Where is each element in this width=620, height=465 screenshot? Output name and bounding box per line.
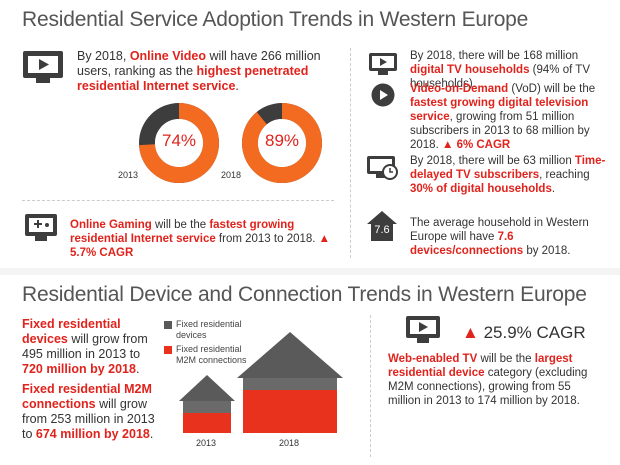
household-text: The average household in Western Europe … — [410, 217, 589, 257]
donut-2013-percent: 74% — [161, 131, 197, 150]
donut-chart-2013 — [138, 102, 220, 189]
service-adoption-title: Residential Service Adoption Trends in W… — [22, 8, 529, 31]
device-cagr: ▲ 25.9% CAGR — [462, 323, 586, 342]
legend-label-m2m: Fixed residential M2M connections — [176, 344, 247, 365]
service-adoption-panel: Residential Service Adoption Trends in W… — [0, 0, 620, 268]
vod-text: Video-on-Demand (VoD) will be the fastes… — [410, 83, 596, 151]
monitor-play-icon — [22, 50, 64, 89]
legend-label-devices: Fixed residential devices — [176, 319, 242, 340]
web-tv-text: Web-enabled TV will be the largest resid… — [388, 353, 588, 407]
device-trends-panel: Residential Device and Connection Trends… — [0, 275, 620, 465]
digital-tv-text: By 2018, there will be 168 million digit… — [410, 50, 590, 90]
household-badge: 7.6 — [374, 224, 390, 236]
time-delayed-text: By 2018, there will be 63 million Time-d… — [410, 155, 606, 195]
fixed-devices-text: Fixed residential devices will grow from… — [22, 317, 148, 376]
donut-2018-year: 2018 — [221, 170, 242, 180]
m2m-text: Fixed residential M2M connections will g… — [22, 382, 155, 441]
device-trends-title: Residential Device and Connection Trends… — [22, 283, 587, 306]
house-chart-2013 — [178, 373, 236, 440]
section-divider — [22, 200, 334, 201]
clock-monitor-icon — [366, 155, 398, 186]
donut-hole-2018 — [258, 119, 306, 167]
house-badge-icon — [366, 210, 398, 247]
web-tv-icon — [405, 315, 441, 350]
legend-swatch-m2m — [164, 346, 172, 354]
online-gaming-text: Online Gaming will be the fastest growin… — [70, 219, 331, 259]
tv-icon — [368, 52, 398, 81]
donut-chart-2018 — [241, 102, 323, 189]
online-video-text: By 2018, Online Video will have 266 mill… — [77, 49, 321, 93]
house-2018-year: 2018 — [279, 438, 300, 448]
column-divider — [350, 48, 351, 258]
donut-2018-percent: 89% — [264, 131, 300, 150]
column-divider-bottom — [370, 315, 371, 457]
donut-value-2013 — [139, 103, 219, 183]
donut-2013-year: 2013 — [118, 170, 139, 180]
legend-swatch-devices — [164, 321, 172, 329]
play-circle-icon — [371, 83, 395, 112]
donut-hole-2013 — [155, 119, 203, 167]
house-chart-2018 — [235, 330, 345, 440]
house-2013-year: 2013 — [196, 438, 217, 448]
gaming-monitor-icon — [24, 213, 58, 248]
donut-value-2018 — [242, 103, 322, 183]
